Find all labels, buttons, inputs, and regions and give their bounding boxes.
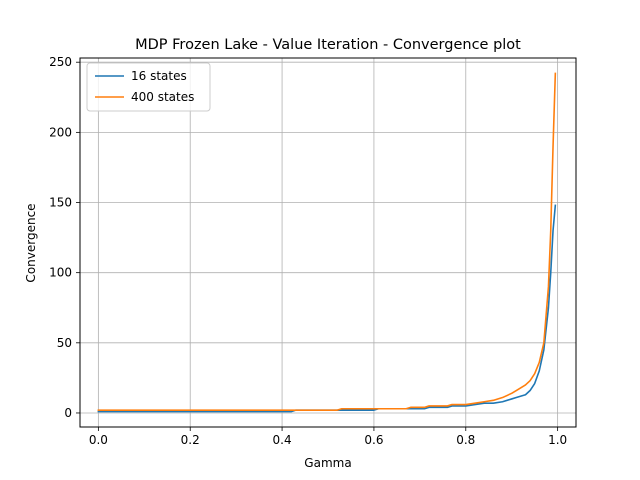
series-layer: [97, 72, 557, 413]
series-line-400-states: [97, 72, 557, 411]
legend-box: [86, 62, 211, 112]
y-tick-label: 100: [49, 266, 72, 280]
x-tick-label: 0.6: [364, 433, 383, 447]
plot-area: 0.0 0.2 0.4 0.6 0.8 1.0 0 50 100 150 200 250: [49, 55, 577, 447]
x-tick-label: 0.8: [456, 433, 475, 447]
y-axis-label: Convergence: [24, 203, 38, 282]
legend-label: 400 states: [131, 90, 194, 104]
y-tick-label: 250: [49, 55, 72, 69]
legend: 16 states 400 states: [86, 62, 211, 112]
y-tick-label: 50: [57, 336, 72, 350]
x-tick-label: 0.0: [89, 433, 108, 447]
axes-frame: [79, 57, 577, 428]
legend-items: 16 states 400 states: [95, 69, 194, 104]
series-line-16-states: [97, 204, 557, 413]
y-axis: 0 50 100 150 200 250: [49, 55, 80, 420]
chart-title: MDP Frozen Lake - Value Iteration - Conv…: [135, 37, 521, 53]
grid: [80, 58, 576, 427]
legend-label: 16 states: [131, 69, 187, 83]
y-tick-label: 0: [64, 406, 72, 420]
y-tick-label: 150: [49, 196, 72, 210]
y-tick-label: 200: [49, 125, 72, 139]
x-tick-label: 1.0: [548, 433, 567, 447]
x-tick-label: 0.4: [273, 433, 292, 447]
x-tick-label: 0.2: [181, 433, 200, 447]
x-axis: 0.0 0.2 0.4 0.6 0.8 1.0: [89, 427, 567, 447]
x-axis-label: Gamma: [304, 456, 351, 470]
